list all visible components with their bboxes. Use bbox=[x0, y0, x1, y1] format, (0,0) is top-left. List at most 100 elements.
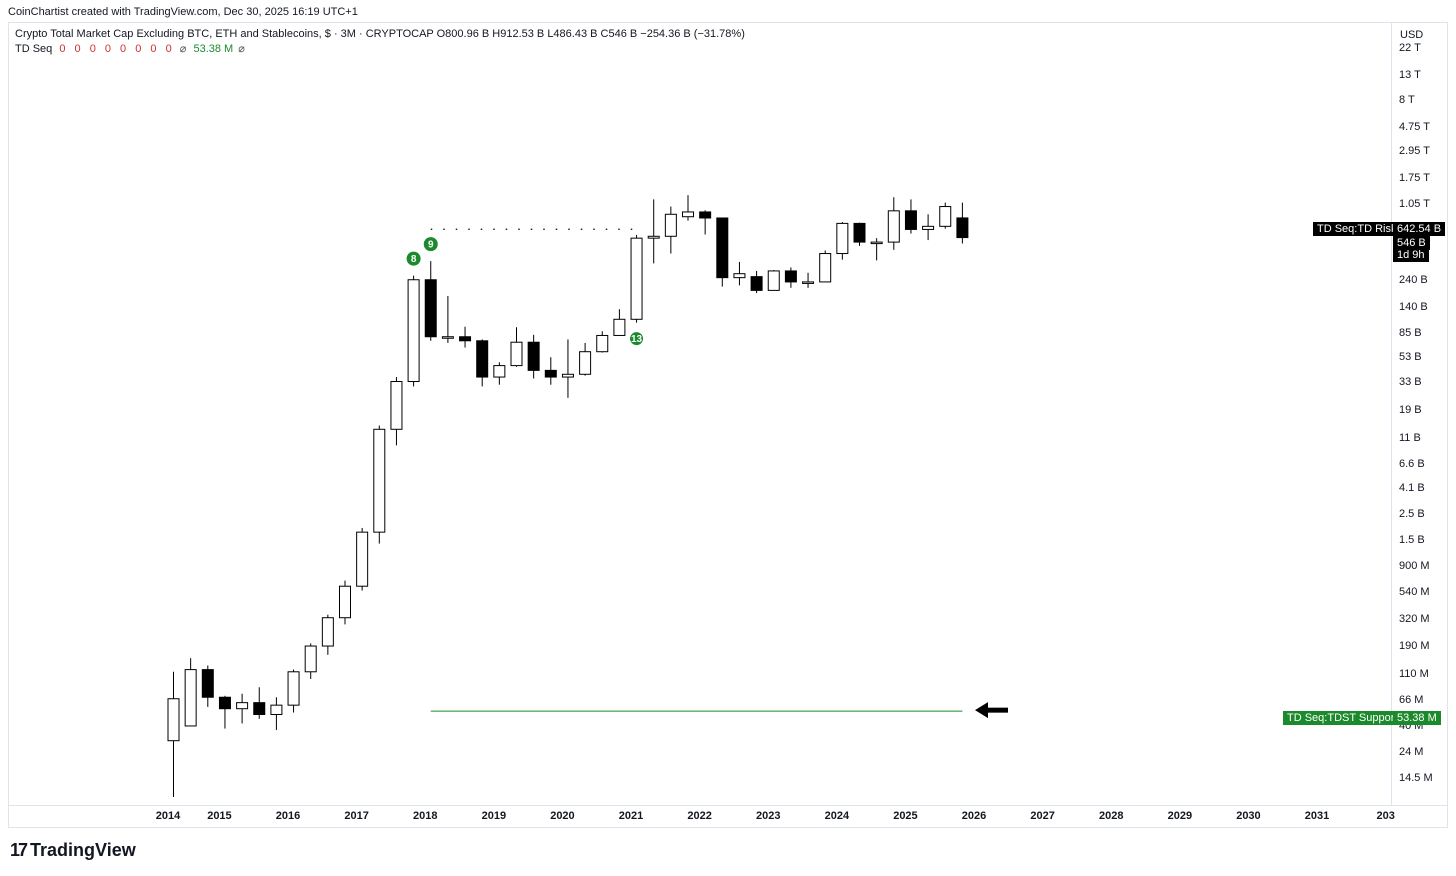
candle[interactable] bbox=[819, 250, 832, 283]
price-tick-label: 6.6 B bbox=[1399, 458, 1425, 471]
candle[interactable] bbox=[339, 580, 351, 625]
candle-body bbox=[253, 702, 266, 716]
candle[interactable] bbox=[802, 272, 815, 288]
candle[interactable] bbox=[441, 295, 454, 343]
price-tick-label: 13 T bbox=[1399, 68, 1421, 81]
candle[interactable] bbox=[904, 199, 917, 234]
candle-body bbox=[716, 217, 729, 279]
candle[interactable] bbox=[887, 197, 900, 250]
candle-body bbox=[356, 531, 369, 587]
price-tick-label: 19 B bbox=[1399, 403, 1422, 416]
candle-body bbox=[802, 281, 815, 284]
candle-body bbox=[287, 671, 300, 706]
candle[interactable] bbox=[253, 687, 266, 719]
candle[interactable] bbox=[750, 270, 763, 294]
tradingview-brand[interactable]: 17 TradingView bbox=[10, 840, 136, 861]
candle[interactable] bbox=[836, 221, 849, 260]
td-count-label: 8 bbox=[411, 254, 417, 265]
candle-body bbox=[184, 669, 197, 727]
candle-body bbox=[922, 225, 935, 230]
candle[interactable] bbox=[596, 331, 609, 353]
candle[interactable] bbox=[167, 671, 180, 798]
time-tick-label: 2014 bbox=[155, 810, 181, 822]
candle[interactable] bbox=[767, 270, 780, 291]
brand-name: TradingView bbox=[30, 840, 136, 860]
candle[interactable] bbox=[201, 665, 214, 707]
candle-body bbox=[836, 222, 849, 255]
no-value-icon: ⌀ bbox=[238, 43, 245, 55]
candle[interactable] bbox=[493, 362, 506, 385]
candle[interactable] bbox=[733, 261, 746, 286]
candle[interactable] bbox=[647, 199, 660, 264]
candle-body bbox=[767, 270, 780, 291]
candle[interactable] bbox=[630, 234, 643, 323]
candle[interactable] bbox=[561, 339, 574, 398]
time-tick-label: 2028 bbox=[1099, 810, 1124, 822]
price-tick-label: 540 M bbox=[1399, 586, 1430, 599]
price-tick-label: 320 M bbox=[1399, 613, 1430, 626]
time-tick-label: 2021 bbox=[618, 810, 644, 822]
price-tick-label: 1.05 T bbox=[1399, 198, 1430, 211]
candle-body bbox=[853, 222, 866, 243]
candle[interactable] bbox=[321, 614, 334, 655]
candle[interactable] bbox=[459, 326, 472, 348]
candle[interactable] bbox=[356, 527, 369, 591]
candle[interactable] bbox=[939, 202, 952, 229]
candle-body bbox=[561, 373, 574, 378]
candle[interactable] bbox=[510, 327, 523, 367]
candle-body bbox=[870, 241, 883, 245]
price-tick-label: 900 M bbox=[1399, 560, 1430, 573]
candle[interactable] bbox=[304, 643, 317, 679]
candle-body bbox=[270, 704, 283, 716]
candle[interactable] bbox=[956, 202, 969, 244]
candle[interactable] bbox=[218, 695, 231, 729]
candle[interactable] bbox=[527, 334, 540, 379]
candle[interactable] bbox=[664, 206, 677, 254]
candle[interactable] bbox=[184, 658, 197, 727]
left-arrow-icon bbox=[975, 702, 1008, 719]
candle-body bbox=[236, 702, 249, 710]
last-price-label: 546 B bbox=[1393, 236, 1430, 250]
chart-attribution: CoinChartist created with TradingView.co… bbox=[8, 6, 358, 18]
candle[interactable] bbox=[424, 261, 437, 341]
candle-body bbox=[904, 210, 917, 230]
symbol-legend[interactable]: Crypto Total Market Cap Excluding BTC, E… bbox=[15, 28, 745, 40]
price-tick-label: 1.5 B bbox=[1399, 534, 1425, 547]
candle[interactable] bbox=[784, 267, 797, 288]
candle[interactable] bbox=[390, 377, 403, 446]
price-tick-label: 140 B bbox=[1399, 301, 1428, 314]
candle[interactable] bbox=[682, 195, 694, 221]
candle-body bbox=[544, 369, 557, 378]
candle[interactable] bbox=[287, 669, 300, 713]
candle[interactable] bbox=[699, 210, 712, 235]
candle[interactable] bbox=[544, 357, 557, 385]
time-tick-label: 2016 bbox=[275, 810, 301, 822]
indicator-legend[interactable]: TD Seq 0 0 0 0 0 0 0 0 ⌀ 53.38 M ⌀ bbox=[15, 42, 245, 55]
currency-selector[interactable]: USD bbox=[1400, 29, 1424, 41]
candle-body bbox=[682, 211, 694, 218]
candle[interactable] bbox=[579, 342, 592, 376]
candle[interactable] bbox=[922, 214, 935, 241]
time-tick-label: 2026 bbox=[961, 810, 987, 822]
candle[interactable] bbox=[613, 309, 626, 336]
candle[interactable] bbox=[853, 222, 866, 246]
price-tick-label: 33 B bbox=[1399, 375, 1422, 388]
candle-body bbox=[699, 211, 712, 219]
candle[interactable] bbox=[870, 238, 883, 261]
price-tick-label: 85 B bbox=[1399, 326, 1422, 339]
time-tick-label: 2025 bbox=[893, 810, 918, 822]
candle[interactable] bbox=[236, 693, 249, 724]
time-tick-label: 2015 bbox=[207, 810, 232, 822]
time-tick-label: 2020 bbox=[550, 810, 575, 822]
candle[interactable] bbox=[373, 425, 386, 544]
candle[interactable] bbox=[270, 697, 283, 730]
chart-frame bbox=[8, 22, 1448, 828]
candle[interactable] bbox=[716, 217, 729, 287]
price-tick-label: 11 B bbox=[1399, 431, 1421, 444]
candle[interactable] bbox=[476, 339, 489, 387]
price-tick-label: 190 M bbox=[1399, 640, 1430, 653]
price-tick-label: 24 M bbox=[1399, 746, 1424, 759]
td-risk-value: 642.54 B bbox=[1393, 222, 1446, 236]
candle[interactable] bbox=[407, 275, 420, 387]
